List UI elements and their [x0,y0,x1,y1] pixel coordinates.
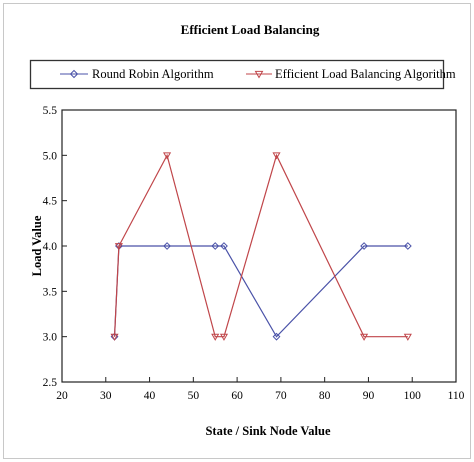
data-point-marker [272,332,281,341]
x-axis: 20 30 40 50 60 70 80 90 100 110 [56,377,465,402]
legend-diamond-marker-icon [69,69,79,79]
x-tick-label: 70 [275,390,287,402]
legend-triangle-marker-icon [254,70,264,79]
x-tick-label: 100 [404,390,422,402]
data-point-marker [403,242,412,250]
y-tick-label: 3.0 [43,332,58,344]
y-axis-title: Load Value [30,215,44,276]
y-axis: 2.5 3.0 3.5 4.0 4.5 5.0 5.5 [43,105,67,389]
legend-box [29,59,445,90]
data-point-marker [360,242,368,250]
data-point-marker [110,333,119,341]
data-point-marker [219,333,229,341]
y-tick-label: 4.0 [43,241,58,253]
x-tick-label: 110 [448,390,465,402]
y-tick-label: 3.5 [43,286,58,298]
series-layer [110,152,412,341]
data-point-marker [272,152,281,160]
data-point-marker [211,333,220,341]
data-point-marker [211,242,220,250]
x-axis-title: State / Sink Node Value [205,424,330,438]
data-point-marker [403,333,412,341]
legend-label-efficient: Efficient Load Balancing Algorithm [275,67,456,81]
y-tick-label: 5.0 [43,150,58,162]
data-point-marker [163,152,172,160]
x-tick-label: 90 [363,390,375,402]
series-line-efficient [113,153,408,338]
legend: Round Robin Algorithm Efficient Load Bal… [29,59,456,90]
legend-entry-round-robin: Round Robin Algorithm [60,67,214,81]
legend-entry-efficient: Efficient Load Balancing Algorithm [246,67,456,81]
x-tick-label: 80 [319,390,331,402]
data-point-marker [360,333,369,341]
data-point-marker [114,243,123,251]
x-tick-label: 40 [144,390,156,402]
y-tick-label: 5.5 [43,105,58,117]
data-point-marker [163,242,171,250]
x-tick-label: 30 [100,390,112,402]
y-tick-label: 2.5 [43,377,58,389]
chart-title: Efficient Load Balancing [181,22,320,37]
x-tick-label: 20 [56,390,68,402]
x-tick-label: 60 [231,390,243,402]
legend-label-round-robin: Round Robin Algorithm [92,67,214,81]
x-tick-label: 50 [188,390,200,402]
y-tick-label: 4.5 [43,196,58,208]
data-point-marker [220,242,228,250]
series-line-round-robin [113,245,408,338]
